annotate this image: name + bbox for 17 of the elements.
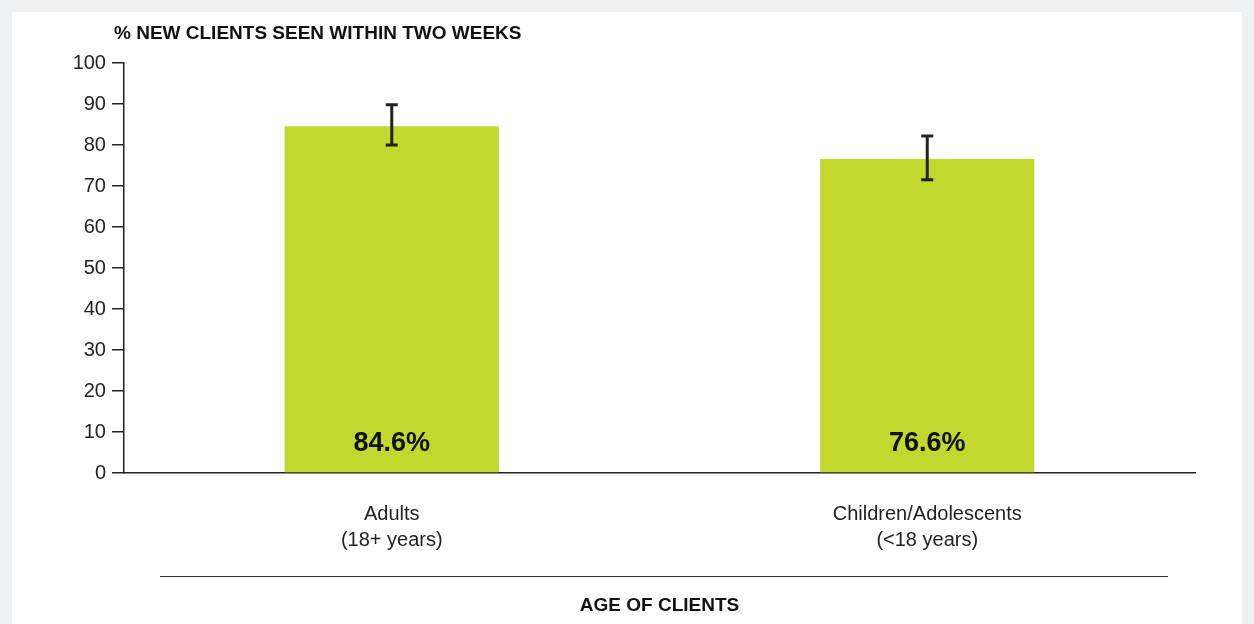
data-label: 84.6% [353,427,431,458]
y-tick-label: 60 [83,214,106,237]
y-tick-label: 80 [83,132,106,155]
y-axis-title: % NEW CLIENTS SEEN WITHIN TWO WEEKS [114,22,522,44]
y-tick-label: 20 [83,378,106,401]
y-tick-label: 0 [94,460,106,483]
y-tick-label: 50 [83,255,106,278]
y-tick-label: 40 [83,296,106,319]
x-tick-label: Adults (18+ years) [340,501,443,550]
y-tick-label: 10 [83,419,106,442]
x-axis-title: AGE OF CLIENTS [578,594,741,616]
y-tick-label: 70 [83,173,106,196]
y-tick-label: 30 [83,337,106,360]
y-tick-label: 90 [83,91,106,114]
x-tick-label: Children/Adolescents (<18 years) [832,501,1022,550]
y-tick-label: 100 [72,50,106,73]
data-label: 76.6% [888,427,966,458]
